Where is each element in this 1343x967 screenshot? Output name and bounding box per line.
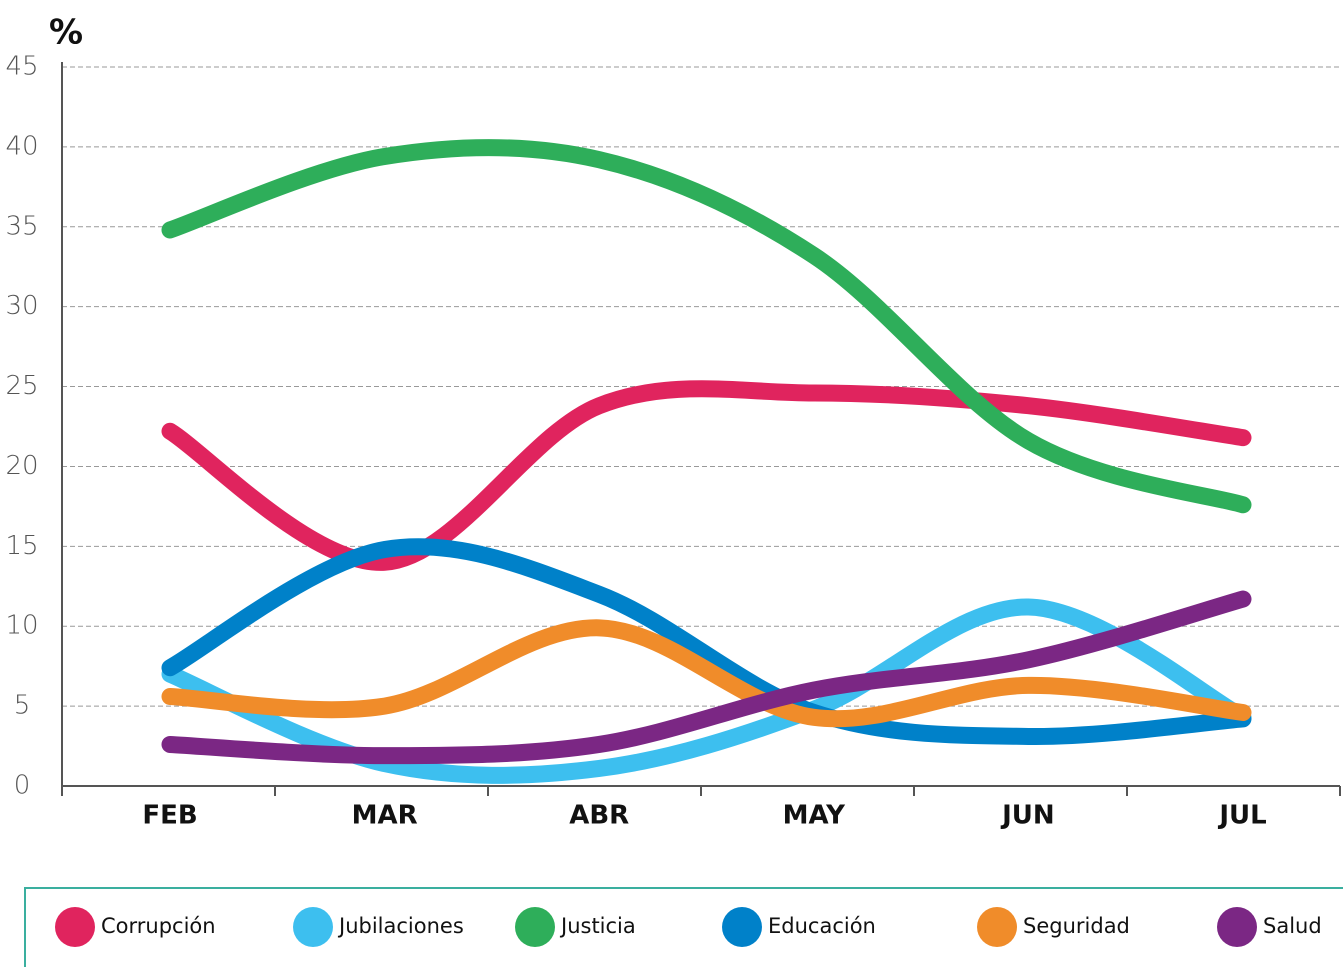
legend-label: Jubilaciones: [337, 914, 464, 938]
y-tick-label: 30: [5, 291, 38, 321]
x-tick-label: MAR: [352, 801, 418, 831]
legend-swatch: [55, 907, 95, 947]
legend-label: Salud: [1263, 914, 1322, 938]
y-tick-label: 25: [5, 371, 38, 401]
y-tick-label: 0: [14, 771, 31, 801]
line-series: [161, 538, 1252, 745]
legend-swatch: [293, 907, 333, 947]
line-series: [161, 380, 1252, 571]
legend-swatch: [977, 907, 1017, 947]
y-tick-label: 40: [5, 131, 38, 161]
x-tick-label: JUN: [1000, 801, 1055, 831]
y-tick-label: 45: [5, 52, 38, 82]
y-tick-label: 20: [5, 451, 38, 481]
legend-label: Corrupción: [101, 914, 216, 938]
legend-swatch: [722, 907, 762, 947]
legend-label: Educación: [768, 914, 876, 938]
line-series: [161, 590, 1252, 765]
x-tick-label: JUL: [1217, 801, 1266, 831]
y-tick-label: 15: [5, 531, 38, 561]
x-tick-label: MAY: [783, 801, 847, 831]
y-tick-label: 5: [14, 691, 31, 721]
y-tick-label: 35: [5, 211, 38, 241]
legend-label: Justicia: [559, 914, 636, 938]
legend-swatch: [1217, 907, 1257, 947]
legend-label: Seguridad: [1023, 914, 1130, 938]
x-tick-label: FEB: [142, 801, 197, 831]
y-tick-label: 10: [5, 611, 38, 641]
x-tick-label: ABR: [569, 801, 629, 831]
legend-box: [24, 887, 1343, 967]
line-series: [161, 619, 1252, 728]
y-axis-label: %: [49, 13, 83, 53]
legend-swatch: [515, 907, 555, 947]
line-series: [161, 138, 1252, 514]
